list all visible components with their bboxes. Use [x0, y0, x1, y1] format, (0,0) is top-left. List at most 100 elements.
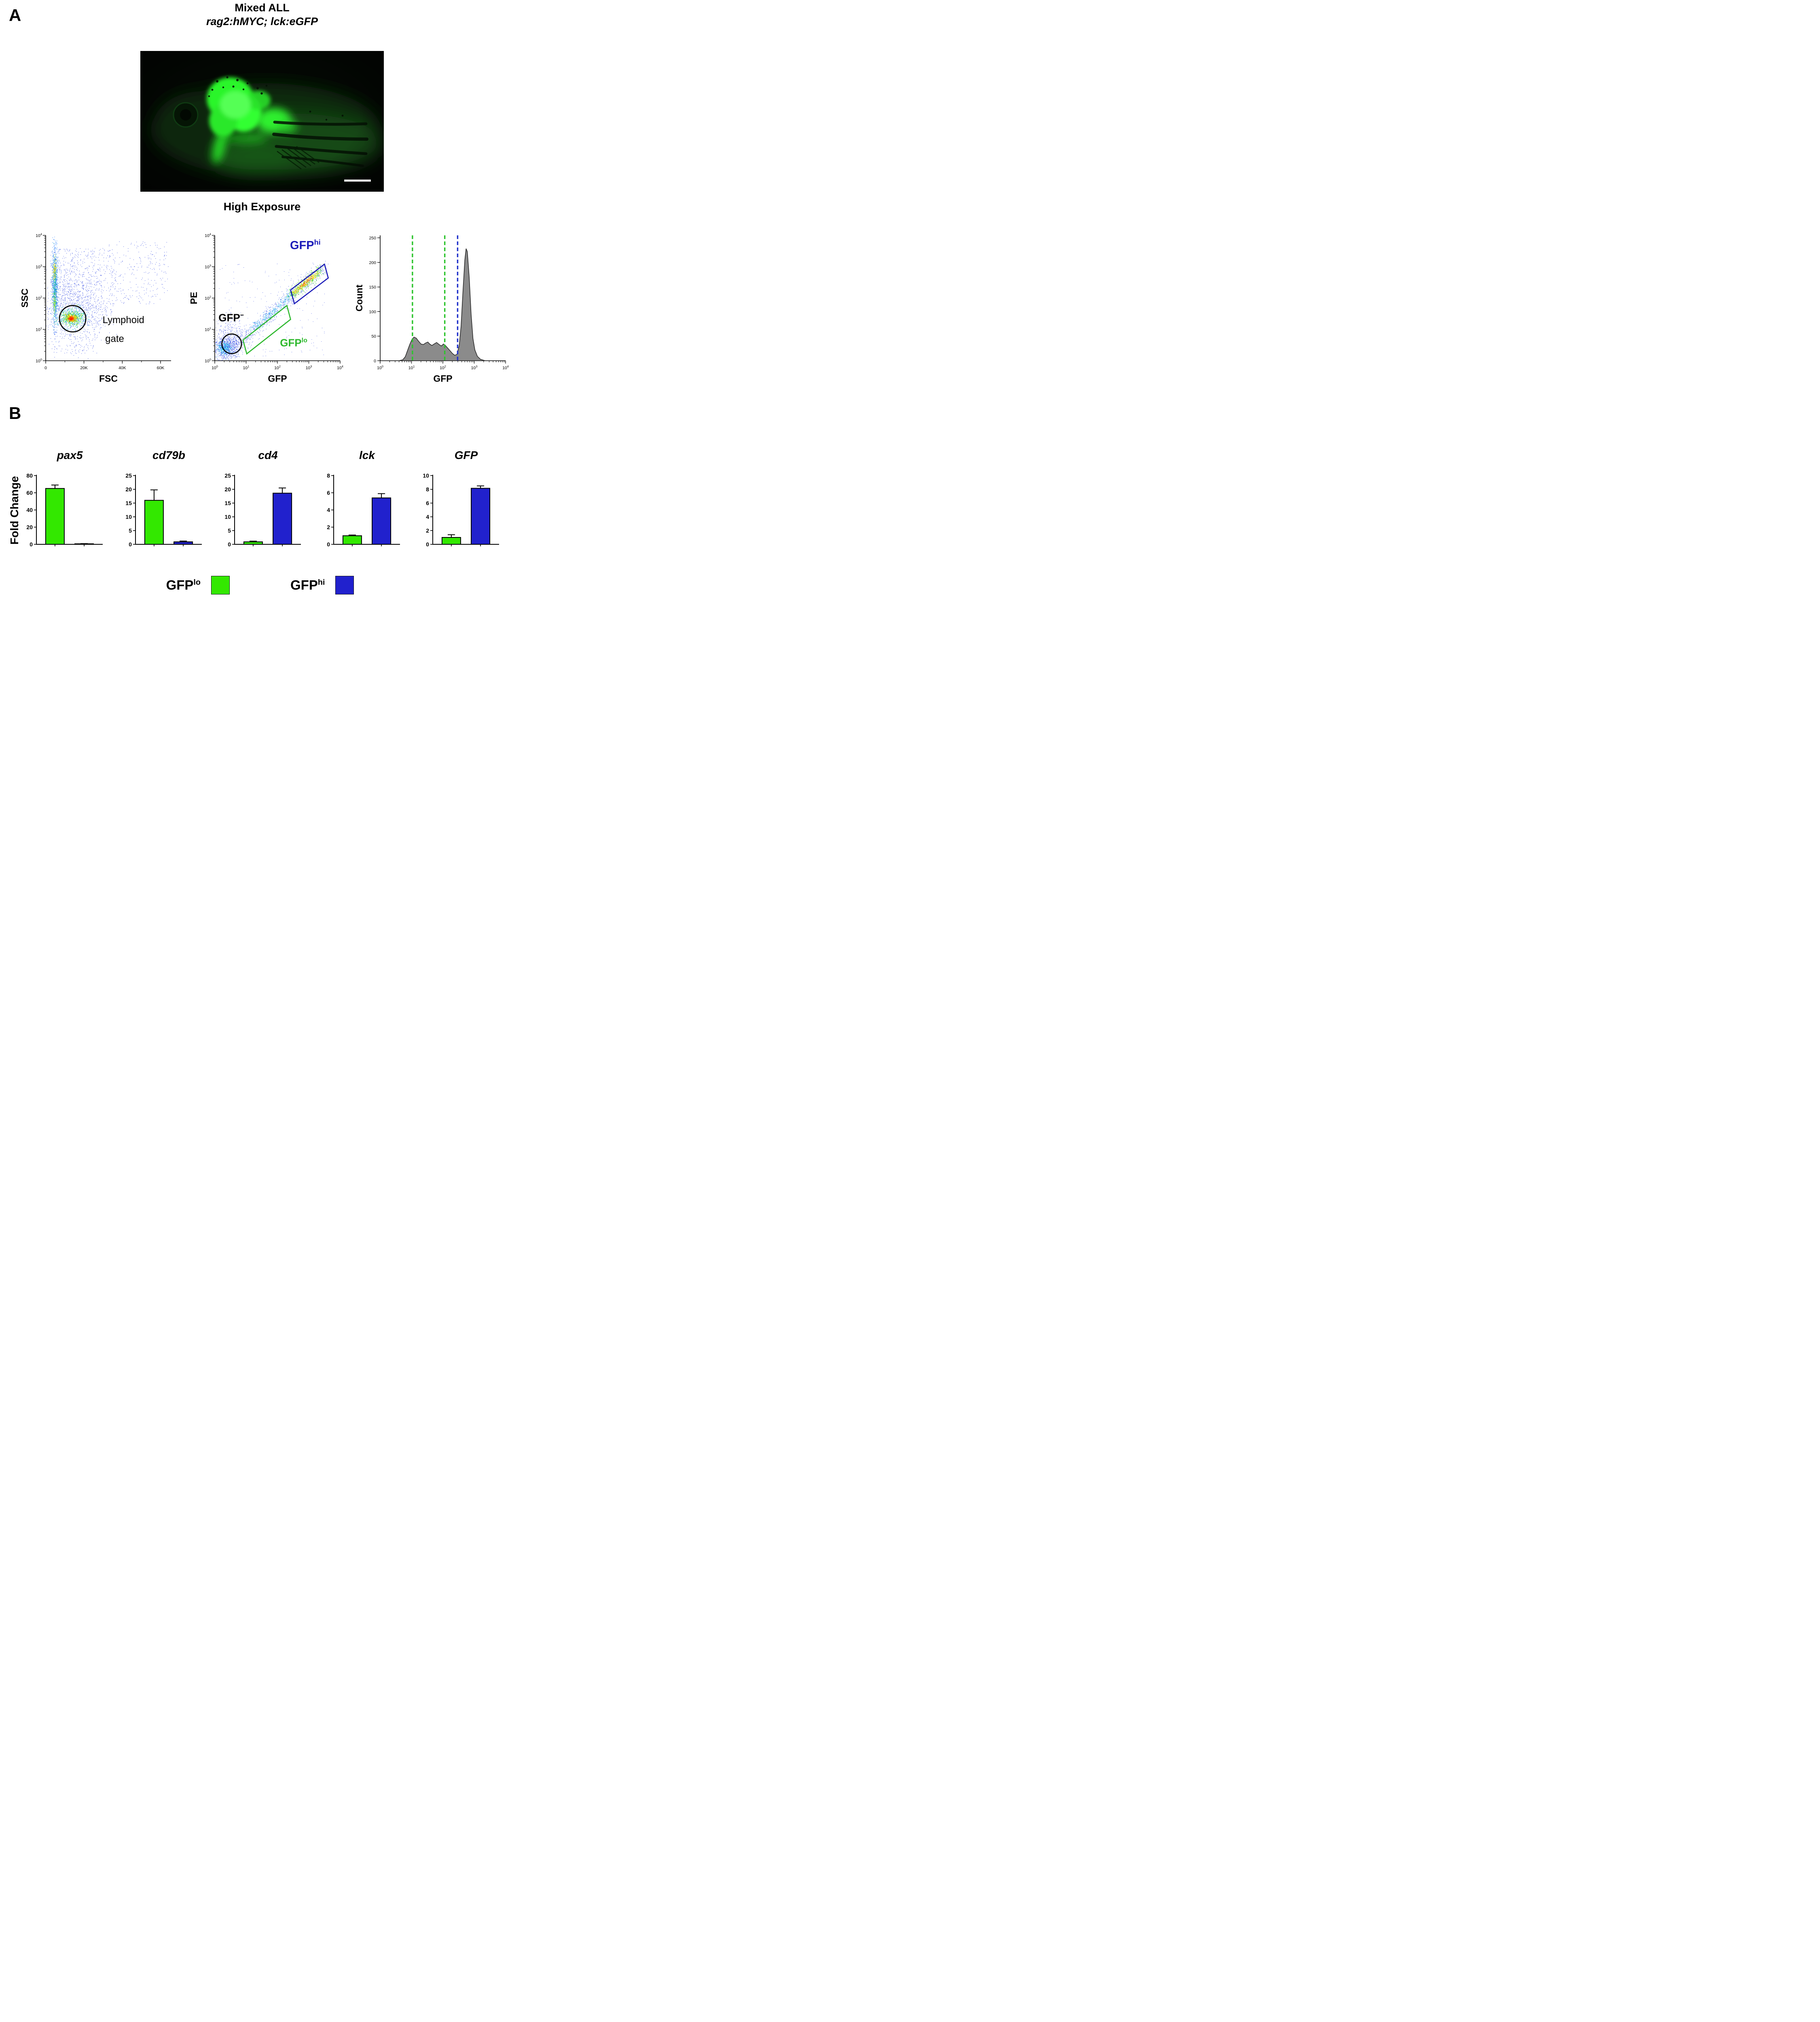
svg-text:100: 100	[377, 365, 383, 371]
svg-text:4: 4	[426, 514, 429, 520]
svg-text:40K: 40K	[119, 366, 126, 370]
svg-text:GFP−: GFP−	[218, 311, 244, 324]
svg-text:104: 104	[205, 233, 211, 239]
svg-text:40: 40	[26, 507, 33, 513]
svg-text:8: 8	[426, 486, 429, 493]
svg-text:2: 2	[327, 524, 330, 531]
svg-text:100: 100	[369, 309, 376, 314]
chart-title-lck: lck	[359, 449, 375, 461]
svg-text:Count: Count	[354, 284, 364, 311]
svg-text:101: 101	[408, 365, 415, 371]
svg-text:10: 10	[125, 514, 132, 520]
legend-gfphi-text: GFP	[290, 577, 318, 592]
svg-text:0: 0	[228, 541, 231, 548]
svg-text:102: 102	[205, 295, 211, 301]
svg-text:200: 200	[369, 260, 376, 265]
svg-text:104: 104	[337, 365, 343, 371]
svg-text:0: 0	[44, 366, 47, 370]
svg-text:0: 0	[327, 541, 330, 548]
legend-gfplo-text: GFP	[166, 577, 194, 592]
lck-bar-chart: 0 2 4 6 8	[327, 472, 400, 548]
svg-text:Lymphoid: Lymphoid	[103, 315, 144, 326]
legend-gfplo-sup: lo	[193, 578, 201, 587]
cd79b-bar-chart: 0 5 10 15 20 25	[125, 472, 202, 548]
svg-text:4: 4	[327, 507, 330, 513]
exposure-caption: High Exposure	[223, 201, 301, 213]
chart-title-pax5: pax5	[57, 449, 83, 461]
panel-b-label: B	[9, 404, 21, 423]
svg-text:0: 0	[374, 359, 376, 364]
svg-text:150: 150	[369, 285, 376, 290]
svg-text:5: 5	[129, 527, 132, 534]
svg-text:0: 0	[30, 541, 33, 548]
svg-text:25: 25	[224, 472, 231, 479]
figure-genotype: rag2:hMYC; lck:eGFP	[206, 15, 318, 27]
svg-text:102: 102	[440, 365, 446, 371]
svg-text:101: 101	[205, 326, 211, 332]
svg-text:GFP: GFP	[433, 373, 452, 384]
svg-text:20: 20	[125, 486, 132, 493]
figure-page: A Mixed ALL rag2:hMYC; lck:eGFP	[0, 0, 520, 624]
svg-text:250: 250	[369, 236, 376, 241]
svg-text:8: 8	[327, 472, 330, 479]
svg-text:80: 80	[26, 472, 33, 479]
svg-text:GFPlo: GFPlo	[280, 336, 307, 349]
svg-text:20: 20	[26, 524, 33, 531]
svg-text:102: 102	[36, 295, 42, 301]
svg-text:0: 0	[426, 541, 429, 548]
svg-text:15: 15	[125, 500, 132, 506]
svg-text:103: 103	[205, 264, 211, 270]
svg-text:25: 25	[125, 472, 132, 479]
svg-text:10: 10	[423, 472, 429, 479]
svg-text:20: 20	[224, 486, 231, 493]
svg-text:FSC: FSC	[99, 373, 118, 384]
svg-text:50: 50	[371, 334, 376, 339]
svg-text:100: 100	[212, 365, 218, 371]
svg-text:104: 104	[502, 365, 509, 371]
legend-gfphi-sup: hi	[317, 578, 325, 587]
figure-title: Mixed ALL	[235, 2, 290, 14]
svg-text:60: 60	[26, 490, 33, 496]
svg-text:60K: 60K	[157, 366, 165, 370]
gfp-pe-plot: 100 101 102 103 104 GFP 100 101 102 103 104 PE GFP− G…	[188, 233, 343, 384]
svg-text:0: 0	[129, 541, 132, 548]
svg-text:6: 6	[327, 490, 330, 496]
svg-text:100: 100	[205, 358, 211, 364]
svg-text:103: 103	[306, 365, 312, 371]
svg-text:6: 6	[426, 500, 429, 506]
svg-text:104: 104	[36, 233, 42, 239]
svg-text:103: 103	[471, 365, 478, 371]
figure-title-block: Mixed ALL rag2:hMYC; lck:eGFP	[140, 1, 384, 28]
fish-fluorescence-image	[140, 51, 384, 192]
svg-text:20K: 20K	[80, 366, 88, 370]
cd4-bar-chart: 0 5 10 15 20 25	[224, 472, 301, 548]
chart-title-cd4: cd4	[258, 449, 278, 461]
svg-text:101: 101	[36, 326, 42, 332]
svg-text:GFP: GFP	[268, 373, 287, 384]
panel-a-label: A	[9, 6, 21, 25]
fsc-ssc-plot: 0 20K 40K 60K FSC 100 101 102 103 104 SSC Lymphoid g…	[19, 233, 171, 384]
svg-text:5: 5	[228, 527, 231, 534]
gfphi-color-swatch	[335, 576, 354, 594]
gfplo-color-swatch	[211, 576, 230, 594]
svg-text:15: 15	[224, 500, 231, 506]
legend-gfphi-label: GFPhi	[290, 577, 325, 593]
svg-text:2: 2	[426, 527, 429, 534]
legend-gfplo-label: GFPlo	[166, 577, 201, 593]
svg-text:103: 103	[36, 264, 42, 270]
svg-text:GFPhi: GFPhi	[290, 238, 321, 252]
chart-title-cd79b: cd79b	[152, 449, 185, 461]
chart-title-gfp: GFP	[454, 449, 478, 461]
svg-text:10: 10	[224, 514, 231, 520]
gfp-bar-chart: 0 2 4 6 8 10	[423, 472, 499, 548]
svg-text:SSC: SSC	[19, 288, 30, 307]
svg-text:PE: PE	[188, 292, 199, 305]
gfp-count-histogram: 100 101 102 103 104 GFP 0 50 100 150 200 250 Count	[354, 235, 509, 384]
pax5-bar-chart: 0 20 40 60 80	[26, 472, 103, 548]
legend: GFPlo GFPhi	[0, 576, 520, 594]
svg-text:101: 101	[243, 365, 250, 371]
svg-text:gate: gate	[105, 334, 124, 345]
scale-bar	[344, 180, 371, 182]
svg-text:102: 102	[274, 365, 281, 371]
svg-text:100: 100	[36, 358, 42, 364]
